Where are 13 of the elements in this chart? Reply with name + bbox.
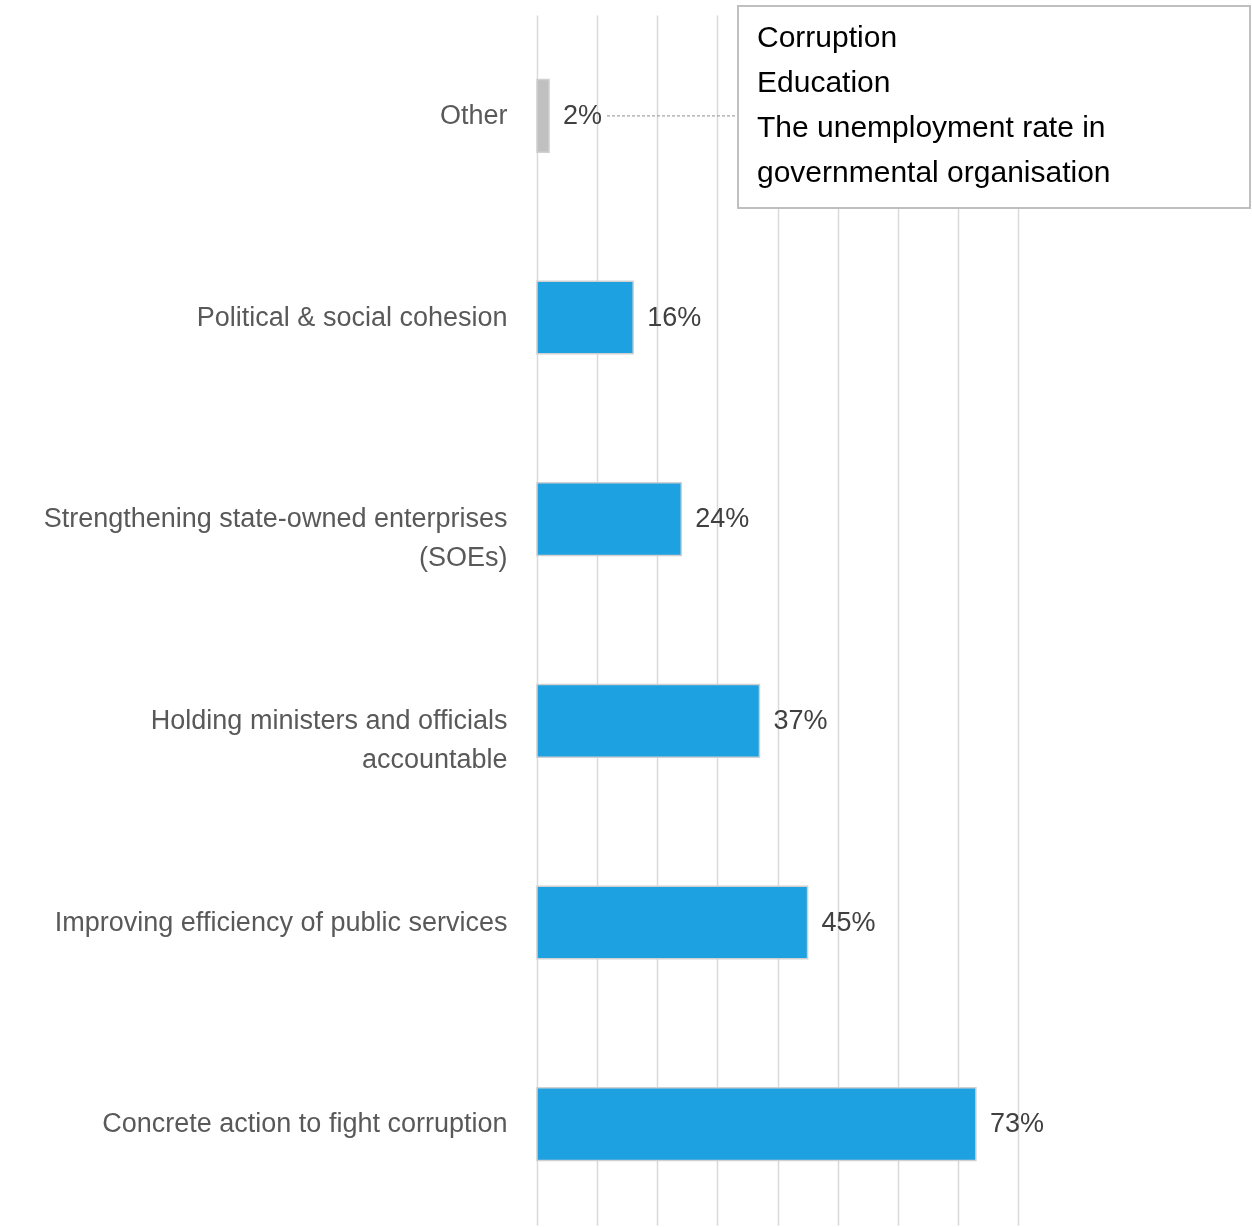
y-tick-label: Political & social cohesion — [196, 301, 508, 332]
data-label: 16% — [647, 301, 702, 332]
y-tick-label: Holding ministers and officials accountable — [150, 704, 508, 774]
data-label: 37% — [773, 704, 828, 735]
data-label: 24% — [695, 503, 750, 534]
data-label: 2% — [563, 99, 603, 130]
y-tick-label: Improving efficiency of public services — [54, 906, 508, 937]
data-label: 73% — [989, 1108, 1044, 1139]
data-label: 45% — [821, 906, 876, 937]
y-tick-label: Other — [439, 99, 508, 130]
y-tick-label: Strengthening state-owned enterprises (SOEs) — [43, 503, 508, 573]
y-tick-label: Concrete action to fight corruption — [102, 1108, 508, 1139]
annotation: Corruption Education The unemployment rate in governmental organisation — [757, 20, 1111, 188]
